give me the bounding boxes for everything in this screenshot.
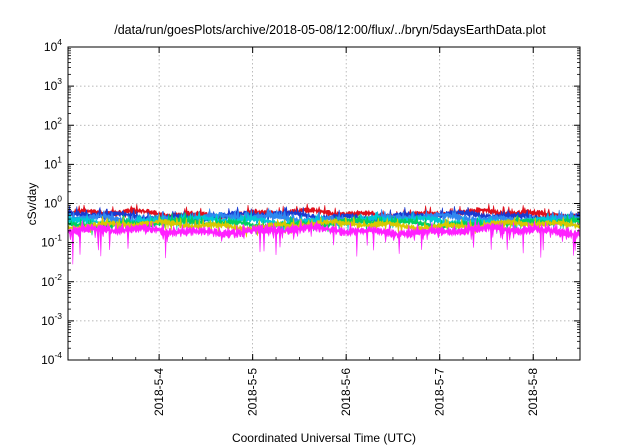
x-axis-label: Coordinated Universal Time (UTC) (232, 431, 416, 445)
x-tick-label: 2018-5-7 (433, 368, 447, 416)
y-axis: 104 103 102 101 100 10-1 10-2 10-3 10-4 (41, 37, 580, 367)
y-tick-label: 10-4 (41, 350, 62, 367)
y-axis-label: cSv/day (25, 183, 39, 226)
x-tick-label: 2018-5-4 (152, 368, 166, 416)
grid-lines (68, 47, 580, 360)
x-tick-label: 2018-5-5 (246, 368, 260, 416)
y-tick-label: 10-2 (41, 272, 62, 289)
y-tick-label: 104 (44, 37, 62, 54)
x-tick-label: 2018-5-8 (526, 368, 540, 416)
y-tick-label: 100 (44, 194, 62, 211)
series-lines (67, 203, 581, 265)
y-tick-label: 10-1 (41, 233, 62, 250)
chart-title: /data/run/goesPlots/archive/2018-05-08/1… (114, 23, 546, 37)
y-tick-label: 10-3 (41, 311, 62, 328)
y-tick-label: 103 (44, 76, 62, 93)
x-tick-label: 2018-5-6 (339, 368, 353, 416)
y-tick-label: 101 (44, 154, 62, 171)
x-axis: 2018-5-4 2018-5-5 2018-5-6 2018-5-7 2018-5-8 (88, 47, 581, 416)
y-tick-label: 102 (44, 115, 62, 132)
